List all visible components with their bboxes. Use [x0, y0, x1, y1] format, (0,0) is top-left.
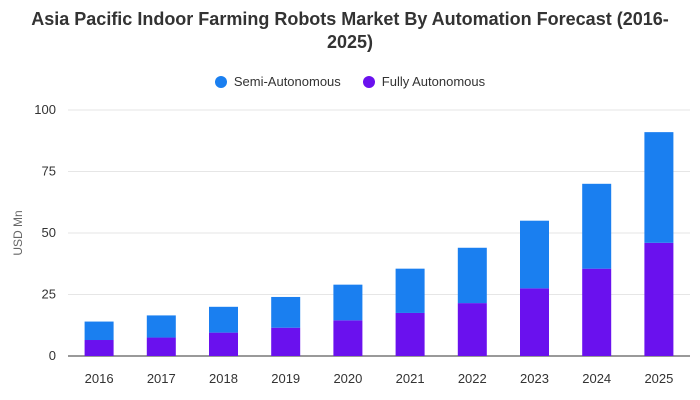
- bar-semi-autonomous-2023: [520, 220, 549, 289]
- x-tick-label: 2024: [582, 371, 611, 386]
- y-tick-label: 50: [42, 225, 56, 240]
- bar-fully-autonomous-2017: [146, 337, 176, 356]
- bar-semi-autonomous-2016: [84, 321, 114, 341]
- bar-semi-autonomous-2020: [333, 284, 363, 321]
- bar-semi-autonomous-2024: [582, 183, 612, 269]
- legend-label-fully-autonomous: Fully Autonomous: [381, 74, 486, 89]
- bar-fully-autonomous-2022: [457, 303, 487, 356]
- legend-item-fully-autonomous[interactable]: Fully Autonomous: [362, 74, 486, 89]
- bar-semi-autonomous-2019: [271, 296, 301, 328]
- x-tick-label: 2018: [209, 371, 238, 386]
- legend-label-semi-autonomous: Semi-Autonomous: [233, 74, 341, 89]
- y-tick-label: 0: [49, 348, 56, 363]
- x-tick-label: 2016: [85, 371, 114, 386]
- bar-semi-autonomous-2017: [146, 315, 176, 338]
- bar-fully-autonomous-2020: [333, 320, 363, 356]
- x-tick-label: 2023: [520, 371, 549, 386]
- x-tick-label: 2020: [333, 371, 362, 386]
- x-tick-label: 2022: [458, 371, 487, 386]
- bar-semi-autonomous-2022: [457, 247, 487, 304]
- legend-item-semi-autonomous[interactable]: Semi-Autonomous: [214, 74, 341, 89]
- chart-legend: Semi-Autonomous Fully Autonomous: [0, 74, 700, 89]
- bar-semi-autonomous-2021: [395, 268, 425, 313]
- x-tick-label: 2017: [147, 371, 176, 386]
- bar-semi-autonomous-2025: [644, 132, 674, 243]
- legend-swatch-fully-autonomous: [362, 75, 375, 88]
- bar-fully-autonomous-2016: [84, 340, 114, 356]
- x-tick-label: 2019: [271, 371, 300, 386]
- bar-fully-autonomous-2019: [271, 327, 301, 356]
- bar-fully-autonomous-2023: [520, 288, 549, 356]
- bar-fully-autonomous-2024: [582, 268, 612, 356]
- bar-fully-autonomous-2021: [395, 312, 425, 356]
- y-axis-title: USD Mn: [11, 210, 25, 255]
- bar-fully-autonomous-2025: [644, 242, 674, 356]
- x-tick-label: 2025: [644, 371, 673, 386]
- y-tick-label: 75: [42, 164, 56, 179]
- bar-semi-autonomous-2018: [209, 306, 238, 333]
- legend-swatch-semi-autonomous: [214, 75, 227, 88]
- chart-title: Asia Pacific Indoor Farming Robots Marke…: [31, 9, 669, 52]
- bar-fully-autonomous-2018: [209, 332, 238, 356]
- y-tick-label: 25: [42, 287, 56, 302]
- x-tick-label: 2021: [396, 371, 425, 386]
- y-tick-label: 100: [34, 102, 56, 117]
